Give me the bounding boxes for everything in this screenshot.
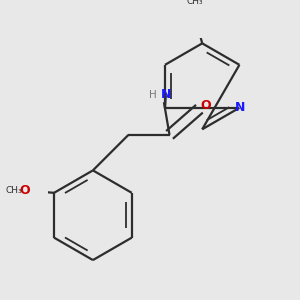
Text: CH₃: CH₃ <box>5 186 22 195</box>
Text: O: O <box>19 184 29 197</box>
Text: CH₃: CH₃ <box>186 0 203 6</box>
Text: N: N <box>160 88 171 101</box>
Text: N: N <box>235 101 245 114</box>
Text: O: O <box>201 99 211 112</box>
Text: H: H <box>149 90 157 100</box>
